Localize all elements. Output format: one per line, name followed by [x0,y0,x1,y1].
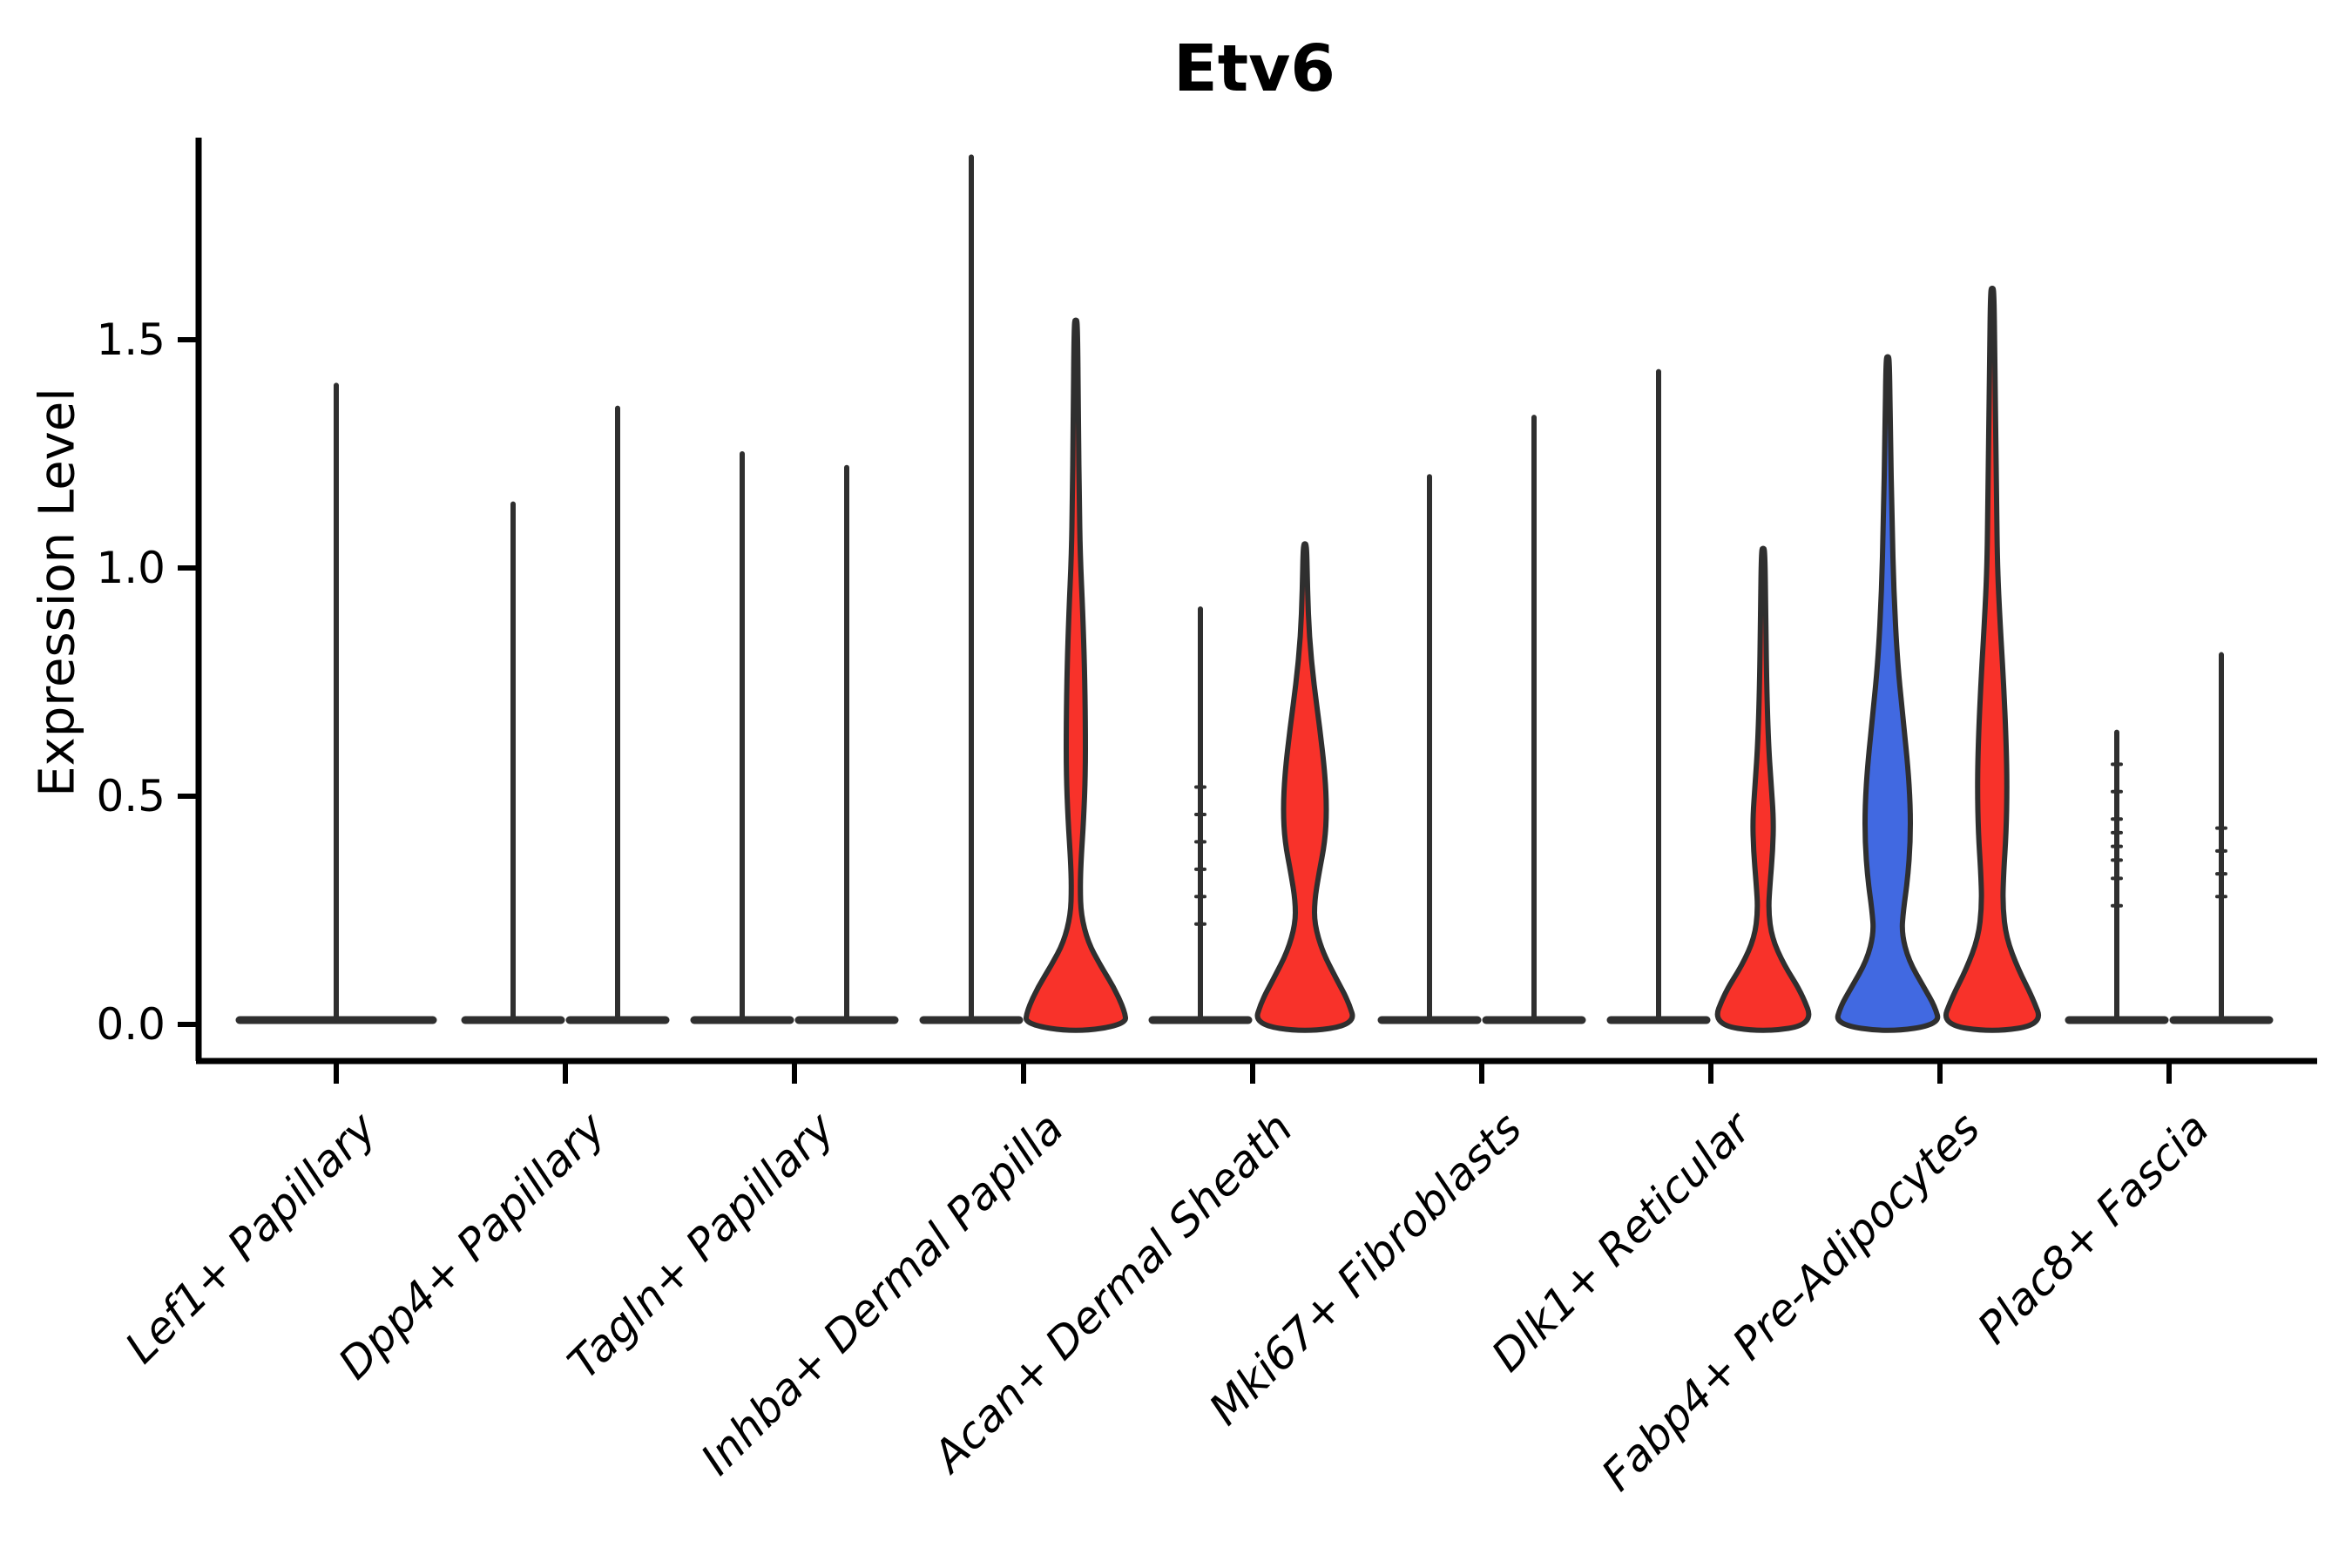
violin-fabp4-pre-adipocytes-left-shape [1835,354,1941,1033]
chart-title: Etv6 [1173,31,1335,106]
violin-fabp4-pre-adipocytes-right-shape [1943,285,2041,1033]
axes-layer [178,138,2317,1084]
y-tick-label-1.5: 1.5 [96,314,166,365]
y-tick-label-0.5: 0.5 [96,771,166,821]
violin-dlk1-reticular-right-shape [1714,545,1812,1033]
violin-acan-dermal-sheath-right-shape [1254,541,1355,1033]
y-tick-label-0.0: 0.0 [96,999,166,1050]
y-tick-label-1.0: 1.0 [96,543,166,593]
y-axis-title: Expression Level [29,388,86,797]
violin-inhba-dermal-papilla-right-shape [1024,317,1128,1033]
violins-layer [235,154,2274,1033]
